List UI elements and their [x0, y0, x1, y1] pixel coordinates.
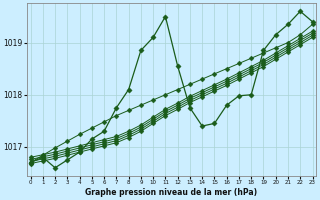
- X-axis label: Graphe pression niveau de la mer (hPa): Graphe pression niveau de la mer (hPa): [85, 188, 258, 197]
